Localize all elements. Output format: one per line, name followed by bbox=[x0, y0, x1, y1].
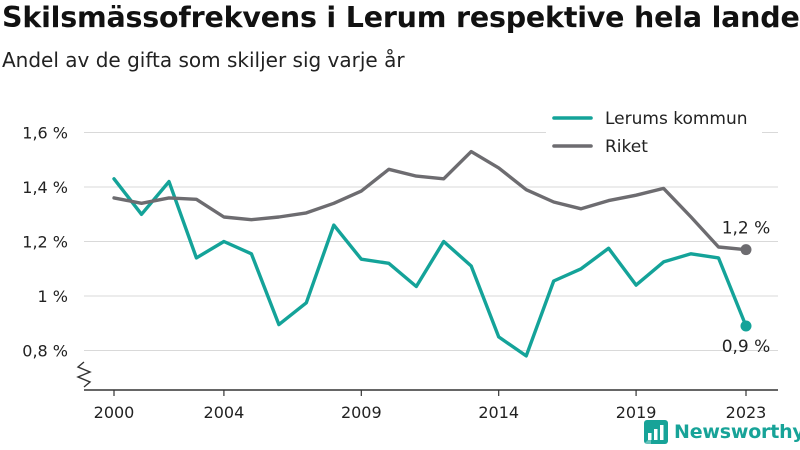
x-tick-label: 2009 bbox=[341, 403, 382, 422]
chart-title: Skilsmässofrekvens i Lerum respektive he… bbox=[2, 1, 800, 34]
end-labels: 0,9 % 1,2 % bbox=[722, 219, 771, 357]
end-value-label: 0,9 % bbox=[722, 337, 771, 357]
series-lines bbox=[112, 149, 752, 358]
x-tick-label: 2000 bbox=[94, 403, 135, 422]
end-point-lerum bbox=[740, 320, 752, 332]
y-tick-label: 0,8 % bbox=[22, 342, 68, 361]
x-tick-label: 2019 bbox=[616, 403, 657, 422]
end-point-riket bbox=[740, 244, 752, 256]
chart-subtitle: Andel av de gifta som skiljer sig varje … bbox=[2, 48, 405, 72]
x-tick-label: 2014 bbox=[478, 403, 519, 422]
bar-chart-logo-icon bbox=[644, 420, 668, 444]
y-tick-label: 1,2 % bbox=[22, 233, 68, 252]
series-line-lerum bbox=[112, 177, 748, 358]
legend-label: Lerums kommun bbox=[605, 109, 748, 129]
y-tick-label: 1 % bbox=[38, 287, 68, 306]
axes: 0,8 % 1 % 1,2 % 1,4 % 1,6 % 2000 2004 2009 2014 2… bbox=[22, 124, 778, 422]
legend-label: Riket bbox=[605, 137, 648, 157]
y-tick-label: 1,4 % bbox=[22, 178, 68, 197]
x-tick-label: 2023 bbox=[726, 403, 767, 422]
y-tick-label: 1,6 % bbox=[22, 124, 68, 143]
legend: Lerums kommun Riket bbox=[546, 104, 762, 159]
series-line-riket bbox=[112, 149, 748, 252]
end-value-label: 1,2 % bbox=[722, 219, 771, 239]
axis-break-icon bbox=[76, 361, 92, 388]
gridlines bbox=[84, 132, 778, 351]
x-tick-label: 2004 bbox=[204, 403, 245, 422]
brand-name: Newsworthy bbox=[674, 421, 800, 443]
newsworthy-logo: Newsworthy bbox=[644, 420, 800, 444]
